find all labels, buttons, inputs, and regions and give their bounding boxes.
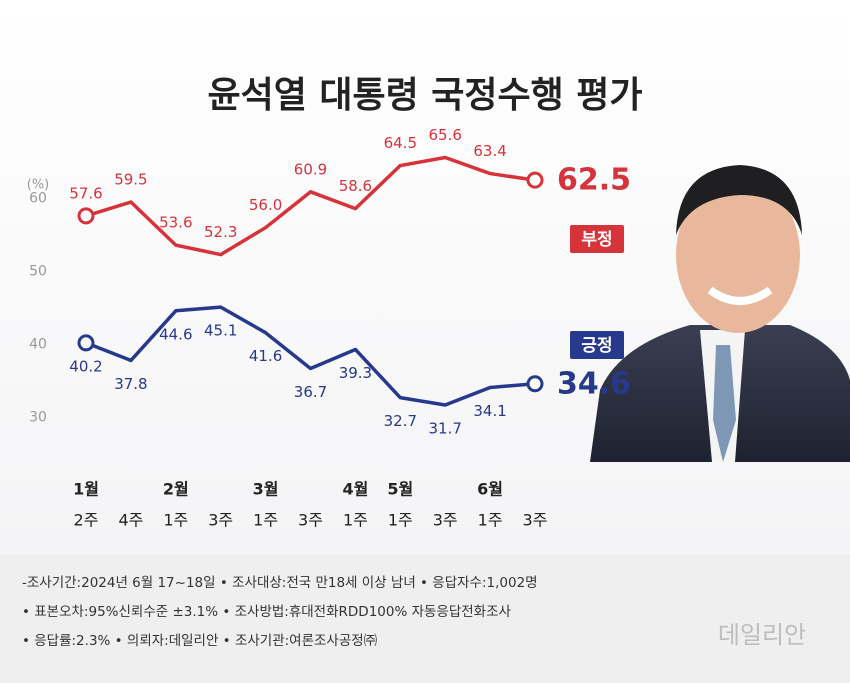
value-label: 34.1	[473, 402, 506, 420]
value-label: 32.7	[384, 412, 417, 430]
note: -조사기간:2024년 6월 17~18일 • 조사대상:전국 만18세 이상 …	[22, 575, 538, 591]
legend-badge	[570, 225, 624, 253]
data-point	[526, 171, 544, 189]
month-label: 2월	[163, 480, 189, 499]
value-label: 52.3	[204, 223, 237, 241]
legend-label: 부정	[581, 230, 612, 250]
x-tick-label: 1주	[163, 511, 188, 530]
month-label: 5월	[387, 480, 413, 499]
x-tick-label: 3주	[298, 511, 323, 530]
value-label: 37.8	[114, 375, 147, 393]
data-point	[526, 375, 544, 393]
x-tick-label: 1주	[253, 511, 278, 530]
x-tick-label: 3주	[208, 511, 233, 530]
y-tick-label: 30	[29, 409, 47, 425]
value-label: 63.4	[473, 142, 506, 160]
value-label: 58.6	[339, 177, 372, 195]
month-label: 1월	[73, 480, 99, 499]
value-label: 40.2	[69, 357, 102, 375]
value-label: 56.0	[249, 196, 282, 214]
value-label-large: 34.6	[557, 366, 631, 401]
month-label: 4월	[342, 480, 368, 499]
y-tick-label: 60	[29, 190, 47, 206]
x-tick-label: 3주	[523, 511, 548, 530]
x-tick-label: 1주	[478, 511, 503, 530]
value-label: 41.6	[249, 347, 282, 365]
value-label: 36.7	[294, 383, 327, 401]
note: • 표본오차:95%신뢰수준 ±3.1% • 조사방법:휴대전화RDD100% …	[22, 604, 512, 620]
data-point	[77, 334, 95, 352]
x-tick-label: 4주	[118, 511, 143, 530]
value-label: 64.5	[384, 134, 417, 152]
month-label: 3월	[253, 480, 279, 499]
value-label: 31.7	[428, 419, 461, 437]
x-tick-label: 1주	[343, 511, 368, 530]
value-label-large: 62.5	[557, 163, 631, 198]
month-label: 6월	[477, 480, 503, 499]
y-axis-label: (%)	[27, 178, 50, 193]
series-line	[85, 155, 536, 257]
value-label: 53.6	[159, 214, 192, 232]
y-tick-label: 50	[29, 263, 47, 279]
legend-label: 긍정	[581, 336, 612, 356]
value-label: 45.1	[204, 322, 237, 340]
legend-badge	[570, 331, 624, 359]
value-label: 44.6	[159, 325, 192, 343]
footer-band	[0, 555, 850, 683]
value-label: 59.5	[114, 171, 147, 189]
data-point	[77, 207, 95, 225]
portrait	[590, 165, 850, 462]
footer-notes: -조사기간:2024년 6월 17~18일 • 조사대상:전국 만18세 이상 …	[22, 575, 538, 649]
value-label: 39.3	[339, 364, 372, 382]
x-tick-label: 3주	[433, 511, 458, 530]
watermark: 데일리안	[718, 621, 806, 649]
value-label: 60.9	[294, 160, 327, 178]
value-label: 57.6	[69, 184, 102, 202]
series-line	[85, 305, 536, 407]
note: • 응답률:2.3% • 의뢰자:데일리안 • 조사기관:여론조사공정㈜	[22, 633, 378, 649]
value-label: 65.6	[428, 126, 461, 144]
y-tick-label: 40	[29, 336, 47, 352]
x-tick-label: 2주	[74, 511, 99, 530]
chart-title: 윤석열 대통령 국정수행 평가	[207, 75, 642, 116]
x-tick-label: 1주	[388, 511, 413, 530]
